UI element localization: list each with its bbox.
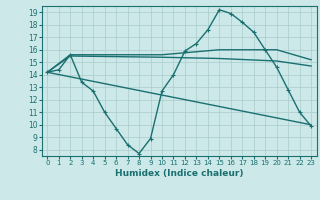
X-axis label: Humidex (Indice chaleur): Humidex (Indice chaleur)	[115, 169, 244, 178]
